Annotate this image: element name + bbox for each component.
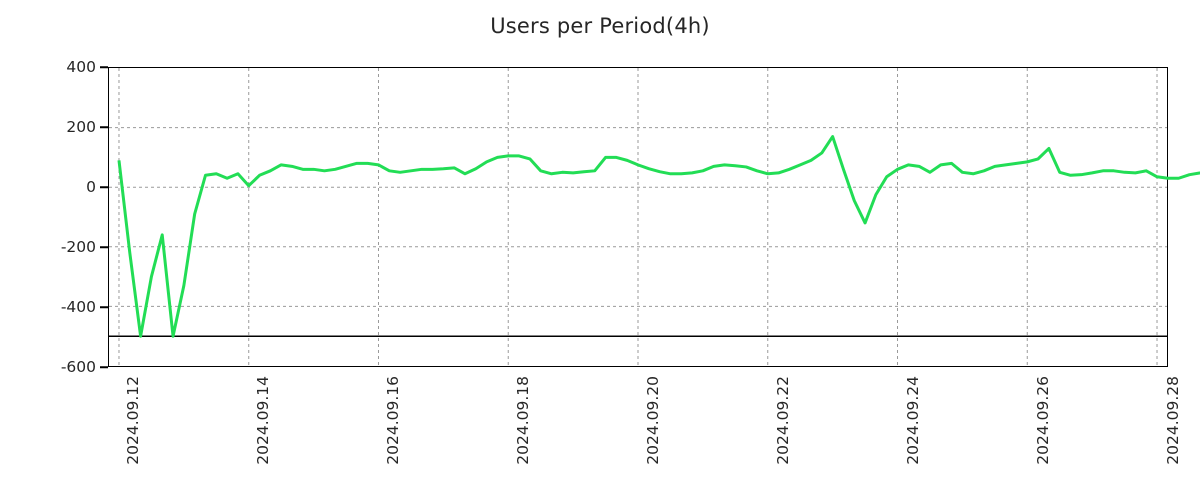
x-tick-label: 2024.09.16 xyxy=(384,376,402,465)
series-path xyxy=(119,95,1200,336)
y-tick-mark xyxy=(100,186,108,188)
data-series-line xyxy=(109,68,1167,366)
y-tick-mark xyxy=(100,366,108,368)
x-tick-label: 2024.09.20 xyxy=(644,376,662,465)
y-tick-label: 0 xyxy=(86,178,96,196)
x-tick-label: 2024.09.14 xyxy=(254,376,272,465)
plot-area xyxy=(108,67,1168,367)
x-tick-label: 2024.09.18 xyxy=(514,376,532,465)
x-tick-label: 2024.09.28 xyxy=(1164,376,1182,465)
y-tick-mark xyxy=(100,246,108,248)
y-tick-label: 200 xyxy=(66,118,96,136)
y-tick-label: 400 xyxy=(66,58,96,76)
y-tick-mark xyxy=(100,306,108,308)
y-tick-label: -600 xyxy=(60,358,96,376)
y-tick-mark xyxy=(100,66,108,68)
x-tick-label: 2024.09.24 xyxy=(904,376,922,465)
chart-title: Users per Period(4h) xyxy=(490,14,710,38)
x-tick-label: 2024.09.26 xyxy=(1034,376,1052,465)
y-tick-label: -400 xyxy=(60,298,96,316)
y-tick-mark xyxy=(100,126,108,128)
reference-line-layer xyxy=(109,68,1167,366)
x-tick-label: 2024.09.22 xyxy=(774,376,792,465)
y-tick-label: -200 xyxy=(60,238,96,256)
x-tick-label: 2024.09.12 xyxy=(124,376,142,465)
grid-lines xyxy=(109,68,1167,366)
